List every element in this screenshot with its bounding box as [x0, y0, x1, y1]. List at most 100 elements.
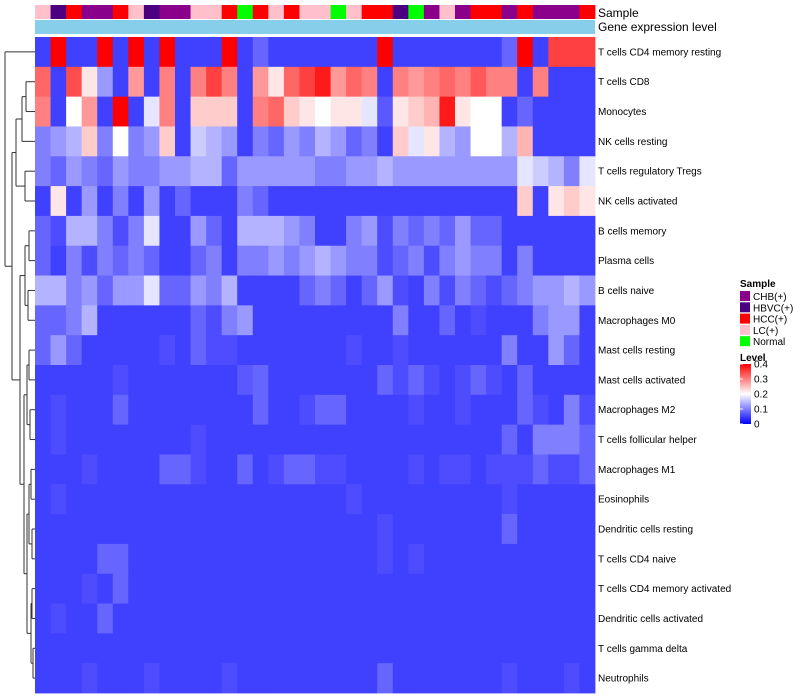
heatmap-cell — [221, 573, 238, 604]
heatmap-cell — [97, 305, 114, 336]
heatmap-cell — [175, 454, 191, 485]
heatmap-cell — [175, 543, 191, 575]
heatmap-cell — [517, 603, 534, 634]
heatmap-cell — [159, 484, 176, 515]
heatmap-cell — [517, 215, 534, 247]
heatmap-cell — [283, 543, 300, 575]
heatmap-cell — [330, 305, 347, 336]
row-label: Macrophages M0 — [598, 316, 676, 327]
heatmap-cell — [392, 633, 409, 664]
heatmap-cell — [128, 37, 145, 68]
heatmap-cell — [50, 365, 67, 396]
heatmap-cell — [455, 454, 471, 485]
heatmap-cell — [175, 215, 191, 247]
heatmap-cell — [81, 245, 98, 276]
heatmap-cell — [221, 245, 238, 276]
heatmap-cell — [50, 603, 67, 634]
heatmap-cell — [361, 245, 378, 276]
heatmap-cell — [128, 156, 145, 187]
heatmap-cell — [470, 66, 487, 98]
heatmap-cell — [470, 126, 487, 157]
heatmap-cell — [81, 126, 98, 157]
heatmap-cell — [470, 305, 487, 336]
heatmap-cell — [501, 603, 518, 634]
heatmap-cell — [50, 514, 67, 545]
heatmap-cell — [175, 126, 191, 157]
heatmap-cell — [455, 215, 471, 247]
heatmap-cell — [470, 215, 487, 247]
level-legend-tick-label: 0.3 — [754, 375, 768, 386]
heatmap-cell — [439, 573, 456, 604]
heatmap-cell — [361, 573, 378, 604]
heatmap-cell — [112, 603, 129, 634]
heatmap-cell — [252, 275, 269, 306]
heatmap-cell — [190, 186, 207, 217]
heatmap-cell — [97, 514, 114, 545]
heatmap-cell — [470, 454, 487, 485]
heatmap-cell — [206, 484, 223, 515]
sample-annotation-cell — [81, 5, 98, 19]
heatmap-cell — [221, 215, 238, 247]
heatmap-cell — [392, 275, 409, 306]
heatmap-cell — [517, 484, 534, 515]
heatmap-cell — [361, 514, 378, 545]
heatmap-cell — [439, 66, 456, 98]
heatmap-cell — [221, 66, 238, 98]
heatmap-cell — [252, 543, 269, 575]
heatmap-cell — [439, 126, 456, 157]
heatmap-cell — [392, 186, 409, 217]
heatmap-cell — [361, 335, 378, 366]
heatmap-cell — [532, 454, 549, 485]
heatmap-cell — [66, 126, 83, 157]
heatmap-cell — [35, 245, 51, 276]
heatmap-cell — [501, 424, 518, 455]
heatmap-cell — [423, 424, 440, 455]
heatmap-cell — [548, 663, 565, 694]
heatmap-cell — [579, 186, 596, 217]
heatmap-cell — [532, 245, 549, 276]
heatmap-cell — [283, 186, 300, 217]
heatmap-cell — [143, 335, 160, 366]
heatmap-cell — [81, 394, 98, 426]
heatmap-cell — [548, 514, 565, 545]
heatmap-cell — [175, 245, 191, 276]
sample-legend-title: Sample — [740, 279, 776, 290]
heatmap-cell — [315, 484, 331, 515]
sample-annotation-cell — [361, 5, 378, 19]
heatmap-cell — [455, 37, 471, 68]
heatmap-cell — [128, 543, 145, 575]
heatmap-cell — [112, 514, 129, 545]
sample-annotation-cell — [532, 5, 549, 19]
heatmap-cell — [237, 603, 254, 634]
heatmap-cell — [439, 424, 456, 455]
heatmap-cell — [532, 66, 549, 98]
heatmap-cell — [299, 245, 316, 276]
heatmap-cell — [299, 37, 316, 68]
heatmap-cell — [330, 335, 347, 366]
heatmap-cell — [66, 305, 83, 336]
heatmap-cell — [221, 424, 238, 455]
sample-annotation-cell — [315, 5, 331, 19]
heatmap-cell — [548, 484, 565, 515]
heatmap-cell — [35, 335, 51, 366]
heatmap-cell — [175, 96, 191, 127]
sample-annotation-cell — [283, 5, 300, 19]
heatmap-cell — [315, 126, 331, 157]
sample-annotation-cell — [252, 5, 269, 19]
heatmap-cell — [206, 186, 223, 217]
heatmap-cell — [159, 663, 176, 694]
heatmap-cell — [501, 514, 518, 545]
heatmap-cell — [346, 394, 363, 426]
heatmap-cell — [35, 305, 51, 336]
sample-annotation-cell — [470, 5, 487, 19]
heatmap-cell — [315, 245, 331, 276]
heatmap-cell — [66, 245, 83, 276]
heatmap-cell — [455, 156, 471, 187]
heatmap-cell — [455, 126, 471, 157]
heatmap-cell — [563, 543, 580, 575]
heatmap-cell — [268, 275, 285, 306]
heatmap-cell — [50, 275, 67, 306]
heatmap-cell — [206, 454, 223, 485]
